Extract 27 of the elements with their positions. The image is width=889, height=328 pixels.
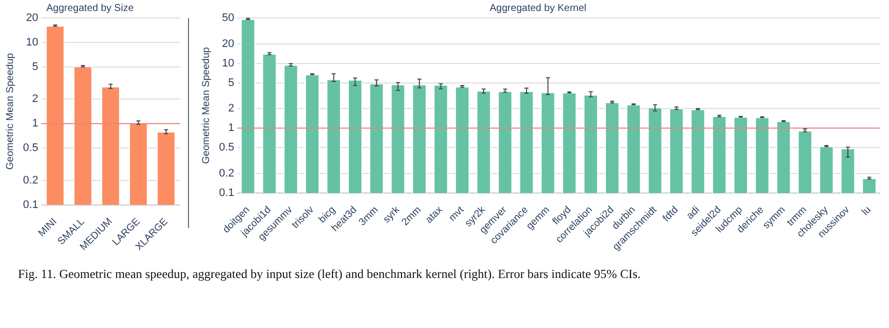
y-tick-label: 0.2 bbox=[22, 174, 38, 186]
y-tick-label: 0.2 bbox=[218, 168, 234, 180]
caption: Fig. 11. Geometric mean speedup, aggregated by input size (left) and benchmark kernel (right). Error bars indicate 95% CIs. bbox=[18, 266, 642, 282]
y-tick-label: 0.5 bbox=[22, 142, 38, 154]
x-tick-label: lu bbox=[860, 204, 874, 218]
y-tick-label: 2 bbox=[32, 93, 38, 106]
y-tick-label: 1 bbox=[228, 122, 234, 134]
y-tick-label: 0.1 bbox=[22, 198, 38, 211]
y-tick-label: 10 bbox=[26, 36, 38, 48]
y-tick-label: 20 bbox=[26, 12, 38, 24]
y-tick-label: 0.5 bbox=[218, 142, 234, 154]
y-tick-label: 1 bbox=[32, 118, 38, 130]
y-tick-label: 5 bbox=[32, 60, 38, 73]
chart-title: Aggregated by Kernel bbox=[490, 2, 586, 14]
x-tick-label: mvt bbox=[447, 204, 466, 224]
y-axis-title: Geometric Mean Speedup bbox=[200, 46, 212, 164]
x-tick-label: atax bbox=[424, 204, 445, 226]
y-axis-title: Geometric Mean Speedup bbox=[4, 52, 16, 170]
y-tick-label: 5 bbox=[228, 76, 234, 89]
y-tick-label: 20 bbox=[222, 38, 234, 50]
y-tick-label: 50 bbox=[222, 12, 234, 24]
y-tick-label: 2 bbox=[228, 102, 234, 115]
x-tick-label: fdtd bbox=[660, 204, 681, 224]
x-tick-label: syrk bbox=[381, 204, 403, 226]
y-tick-label: 10 bbox=[222, 57, 234, 70]
chart-title: Aggregated by Size bbox=[46, 2, 134, 14]
y-tick-label: 0.1 bbox=[218, 187, 234, 200]
